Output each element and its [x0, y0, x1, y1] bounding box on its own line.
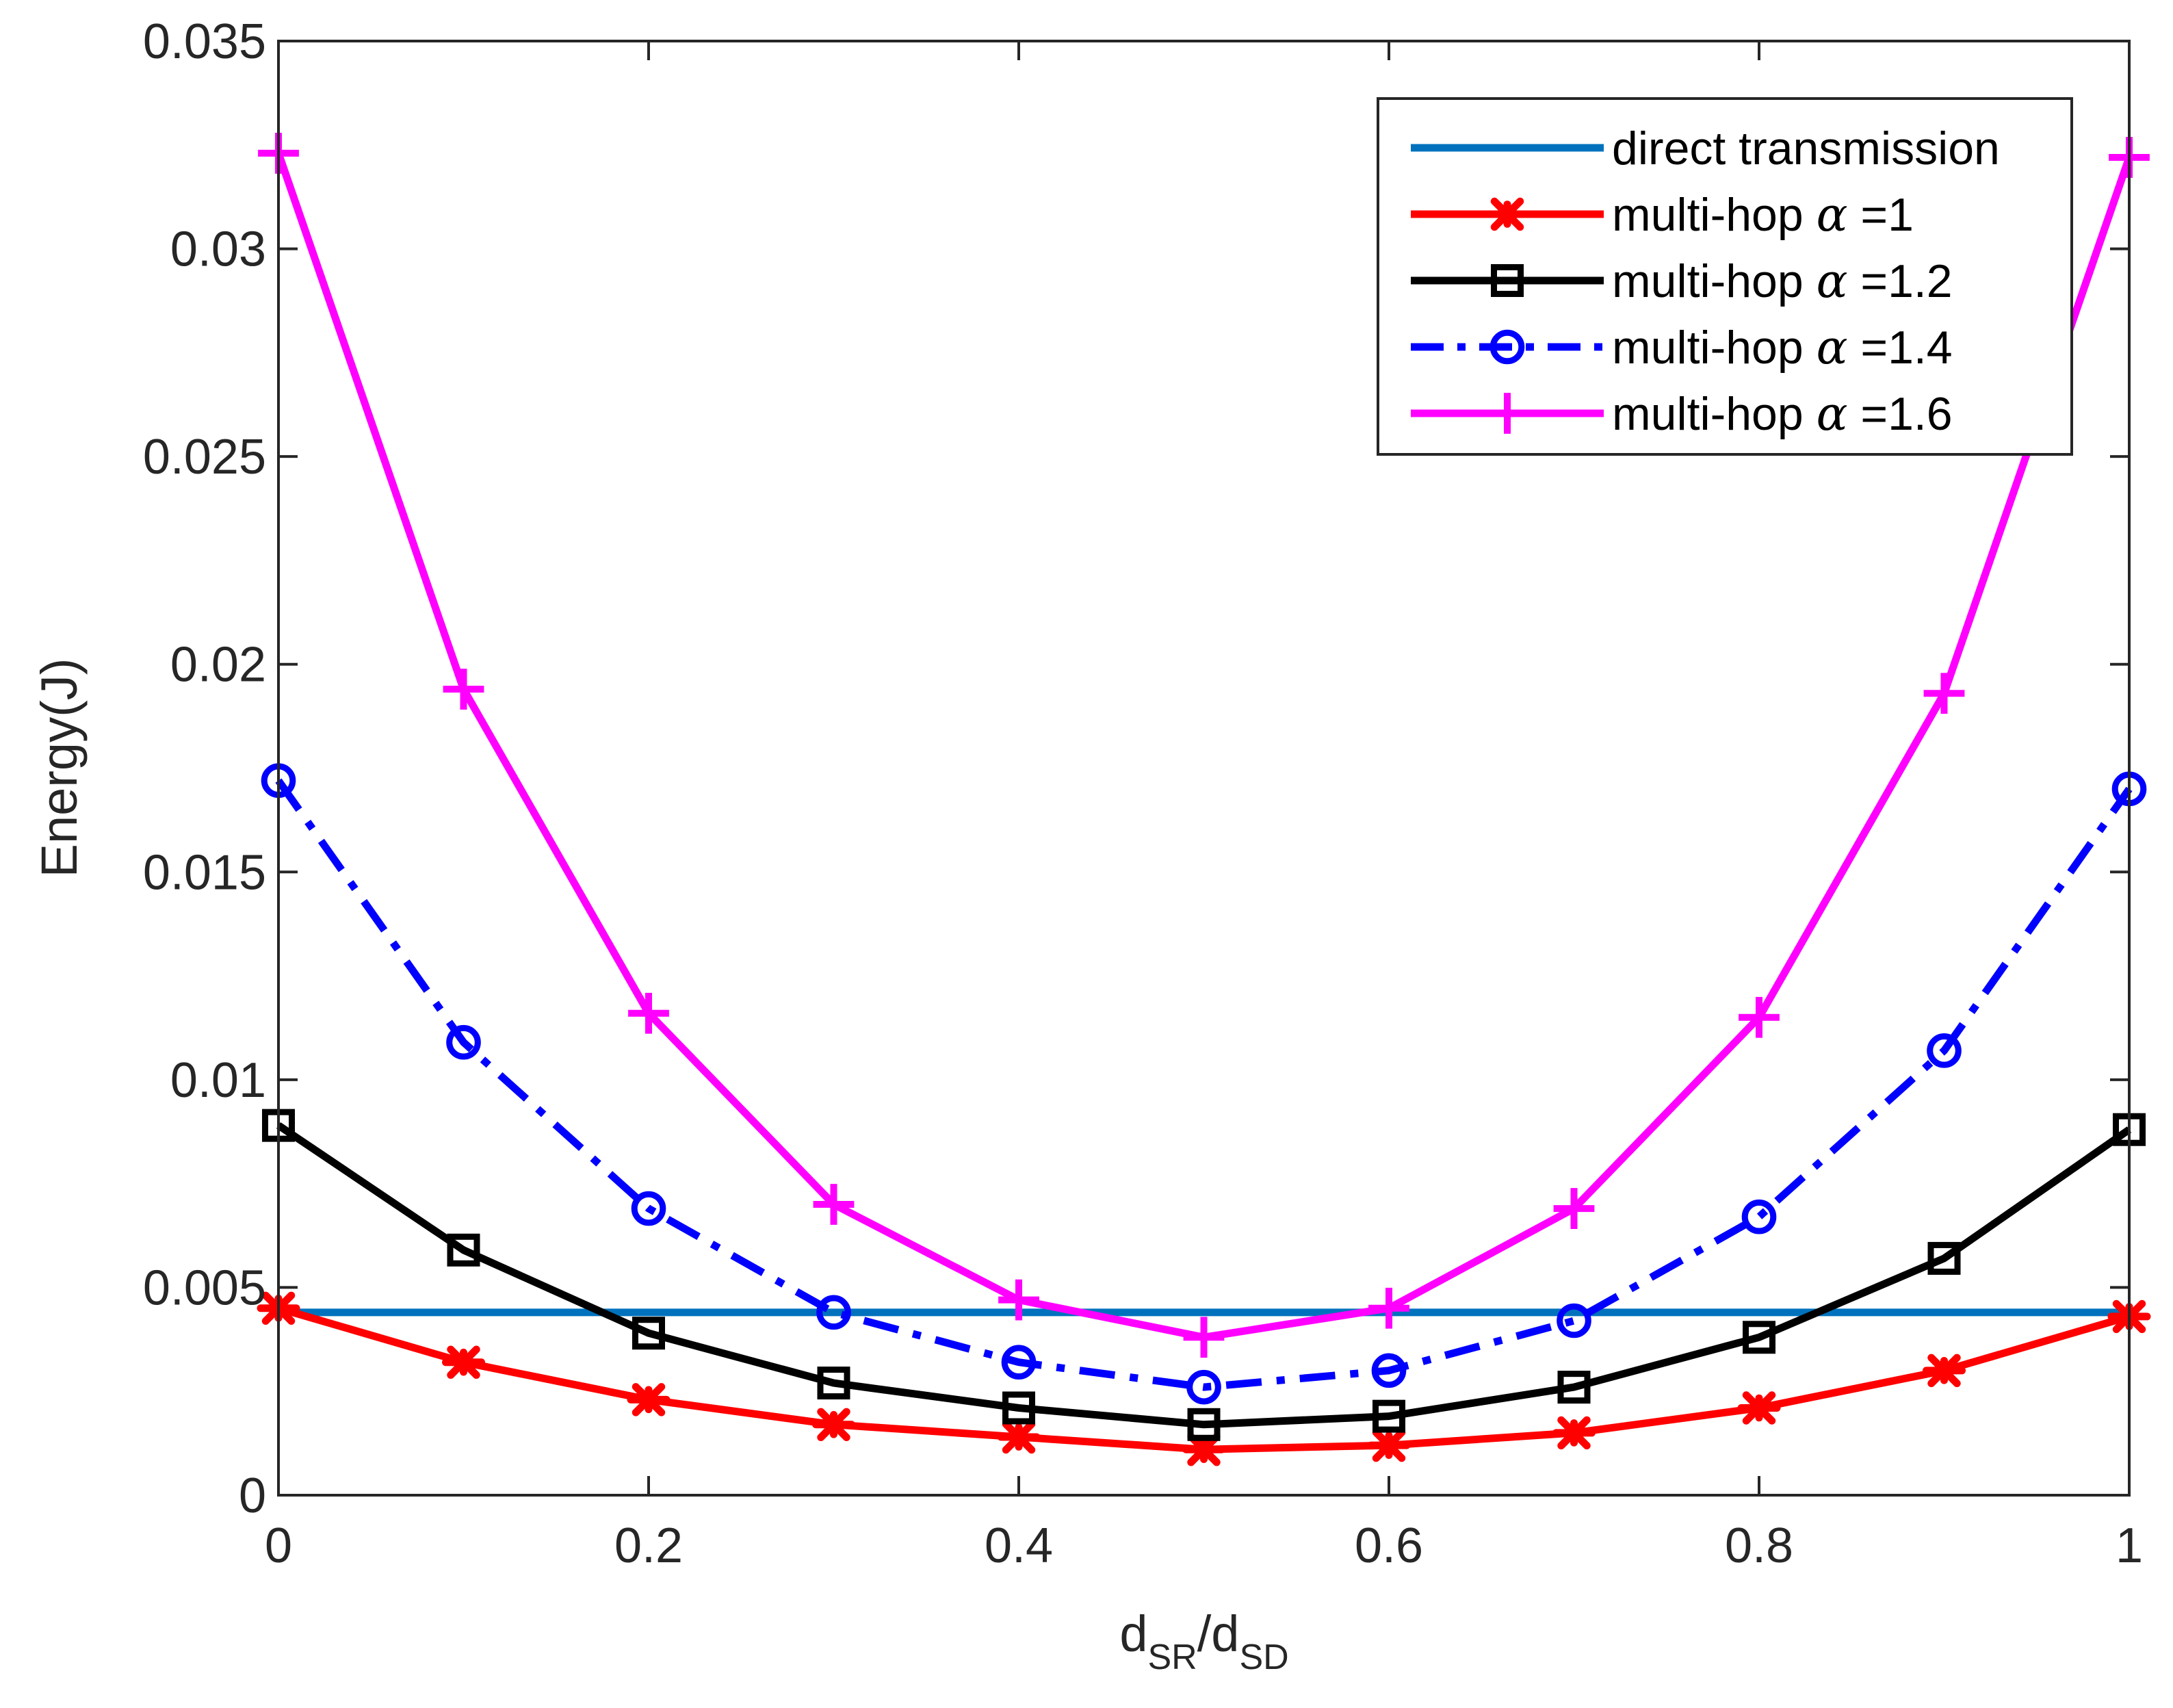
data-point-s2-p8: [1552, 1416, 1596, 1450]
y-tick-label-3: 0.01: [170, 1053, 266, 1108]
x-tick-label-4: 0.6: [1355, 1518, 1423, 1573]
data-point-s3-p7: [1372, 1399, 1405, 1433]
data-point-s3-p4: [817, 1367, 850, 1400]
legend-label-4: multi-hop α =1.4: [1612, 321, 1953, 375]
y-tick-label-4: 0.015: [143, 845, 266, 900]
y-axis-label: Energy(J): [31, 658, 88, 878]
data-point-s4-p2: [446, 1024, 481, 1060]
legend-label-1: direct transmission: [1612, 122, 2000, 174]
data-point-s4-p5: [1001, 1345, 1037, 1380]
data-point-s5-p5: [998, 1279, 1039, 1321]
data-point-s5-p3: [628, 992, 669, 1034]
legend-label-2: multi-hop α =1: [1612, 188, 1914, 242]
data-point-s5-p4: [813, 1184, 855, 1225]
y-tick-label-5: 0.02: [170, 638, 266, 693]
x-axis-label-slash: /d: [1197, 1605, 1240, 1662]
data-point-s2-p2: [442, 1345, 485, 1379]
series-line-4: [275, 778, 2133, 1391]
legend-item-4: multi-hop α =1.4: [1411, 321, 1953, 375]
x-tick-label-1: 0: [265, 1518, 292, 1573]
data-point-s5-p8: [1553, 1188, 1595, 1229]
data-point-s4-p6: [1186, 1369, 1221, 1405]
data-point-s2-p4: [812, 1408, 855, 1442]
series-layer: [257, 133, 2151, 1466]
y-tick-label-2: 0.005: [143, 1260, 266, 1315]
data-point-s5-p2: [443, 669, 484, 710]
data-point-s4-p8: [1557, 1303, 1591, 1338]
data-point-s3-p2: [447, 1233, 480, 1267]
data-point-s4-p7: [1371, 1353, 1407, 1388]
data-point-s5-p6: [1183, 1317, 1225, 1358]
x-axis-label-main: d: [1119, 1605, 1147, 1662]
y-tick-label-8: 0.035: [143, 14, 266, 69]
data-point-s4-p3: [631, 1191, 666, 1226]
legend-item-2: multi-hop α =1: [1411, 188, 1914, 242]
data-point-s3-p9: [1743, 1321, 1775, 1354]
x-axis-label-sub2: SD: [1239, 1638, 1288, 1677]
data-point-s3-p6: [1187, 1408, 1221, 1441]
data-point-s2-p10: [1923, 1354, 1966, 1388]
series-line-3: [276, 1122, 2132, 1429]
x-axis-label-sub1: SR: [1147, 1638, 1197, 1677]
legend-marker-2: [1485, 197, 1529, 231]
data-point-s5-p7: [1368, 1287, 1409, 1329]
x-tick-label-6: 1: [2116, 1518, 2143, 1573]
data-point-s2-p3: [627, 1383, 671, 1416]
legend-marker-4: [1489, 329, 1525, 365]
y-tick-label-7: 0.03: [170, 222, 266, 277]
y-tick-label-6: 0.025: [143, 430, 266, 484]
legend-marker-5: [1487, 393, 1528, 434]
legend-label-3: multi-hop α =1.2: [1612, 255, 1953, 309]
data-point-s5-p9: [1739, 996, 1780, 1038]
ticks-layer: 0 0.2 0.4 0.6 0.8 1 0 0.005 0.01 0.015 0.02 0.025 0.…: [143, 14, 2143, 1573]
data-point-s3-p3: [632, 1317, 665, 1350]
legend-item-3: multi-hop α =1.2: [1411, 255, 1953, 309]
x-tick-label-5: 0.8: [1725, 1518, 1793, 1573]
data-point-s4-p9: [1741, 1199, 1777, 1234]
axes-box: [277, 40, 2131, 1497]
data-point-s2-p5: [997, 1420, 1041, 1454]
x-axis-label: dSR/dSD: [1119, 1605, 1288, 1677]
data-point-s3-p5: [1002, 1391, 1035, 1425]
legend-marker-3: [1491, 264, 1524, 297]
series-3: [262, 1109, 2146, 1441]
y-tick-label-1: 0: [239, 1468, 266, 1523]
data-point-s2-p7: [1367, 1428, 1411, 1462]
data-point-s2-p9: [1737, 1391, 1781, 1425]
data-point-s3-p8: [1557, 1371, 1591, 1404]
data-point-s4-p4: [816, 1295, 851, 1330]
legend-item-1: direct transmission: [1411, 122, 2000, 174]
legend-item-5: multi-hop α =1.6: [1411, 387, 1953, 441]
axes-layer: [277, 40, 2131, 1497]
x-tick-label-3: 0.4: [985, 1518, 1053, 1573]
series-4: [261, 763, 2147, 1405]
data-point-s5-p10: [1923, 673, 1965, 714]
legend-label-5: multi-hop α =1.6: [1612, 387, 1953, 441]
x-tick-label-2: 0.2: [614, 1518, 683, 1573]
data-point-s4-p10: [1927, 1033, 1962, 1068]
legend: direct transmission multi-hop α =1 multi-h…: [1377, 97, 2073, 456]
data-point-s3-p10: [1927, 1241, 1961, 1275]
